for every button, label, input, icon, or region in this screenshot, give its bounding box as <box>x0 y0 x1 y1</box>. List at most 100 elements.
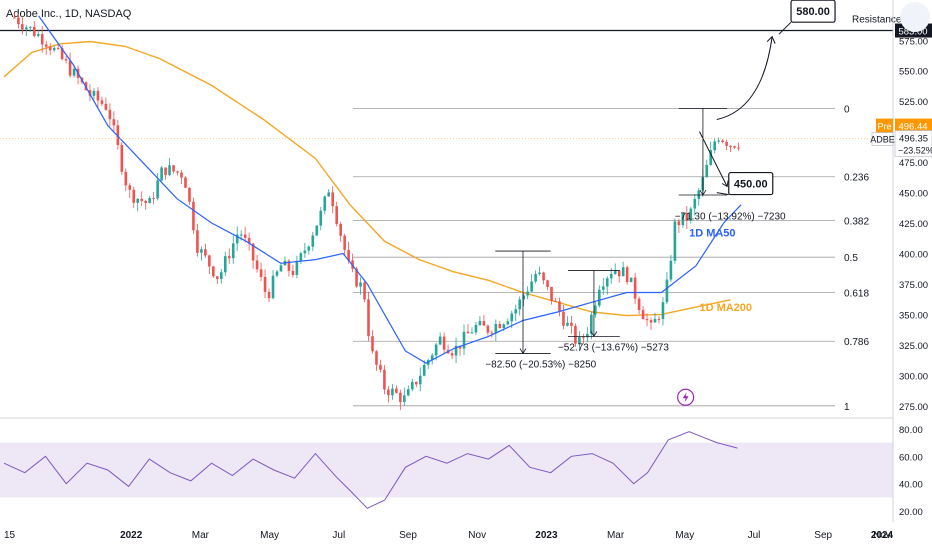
candle-body-179 <box>725 142 728 146</box>
candle-body-74 <box>307 246 311 251</box>
fib-levels: 0 0.236 0.382 0.5 0.618 0.786 1 <box>353 105 869 413</box>
price-tick-2: 525.00 <box>899 97 928 108</box>
last-value-text: 496.35 <box>899 134 928 145</box>
measure-arrow-1 <box>590 331 598 338</box>
candle-body-48 <box>204 249 207 256</box>
ma200-line <box>3 40 731 317</box>
price-tick-11: 300.00 <box>899 371 928 382</box>
measure-label-0: −82.50 (−20.53%) −8250 <box>485 359 596 370</box>
candle-body-136 <box>554 300 557 302</box>
ma-label-1: 1D MA200 <box>699 302 752 314</box>
fib-label-1: 0.236 <box>844 173 869 184</box>
candle-body-62 <box>259 269 263 277</box>
candle-body-129 <box>526 291 529 296</box>
rsi-tick-3: 20.00 <box>899 507 923 518</box>
candle-body-27 <box>120 144 124 172</box>
rsi-tick-1: 60.00 <box>899 452 923 463</box>
candle-body-31 <box>136 198 140 203</box>
candle-body-6 <box>36 34 40 36</box>
candle-body-99 <box>407 389 410 396</box>
candle-body-133 <box>542 272 545 281</box>
candle-body-81 <box>335 206 338 224</box>
candle-body-56 <box>235 234 239 244</box>
candle-body-79 <box>327 192 331 197</box>
candle-body-0 <box>13 17 16 19</box>
chart-title: Adobe Inc., 1D, NASDAQ <box>6 8 132 20</box>
candle-body-87 <box>359 282 362 287</box>
candle-body-95 <box>391 388 394 396</box>
candle-body-86 <box>355 268 358 287</box>
candle-body-132 <box>538 272 541 274</box>
resistance-label: Resistance <box>852 15 902 26</box>
rsi-tick-0: 80.00 <box>899 425 923 436</box>
time-tick-4: Jul <box>332 530 345 541</box>
candle-body-84 <box>347 249 350 261</box>
candle-body-121 <box>494 323 498 334</box>
candle-body-163 <box>661 302 665 320</box>
candle-body-7 <box>40 34 44 45</box>
candle-body-130 <box>530 281 533 292</box>
candle-body-77 <box>319 210 323 226</box>
candle-body-76 <box>315 225 319 236</box>
candle-body-92 <box>379 364 382 370</box>
candle-body-174 <box>705 164 709 178</box>
candle-body-69 <box>287 260 291 271</box>
candle-body-112 <box>458 345 462 349</box>
candle-body-122 <box>498 323 502 329</box>
candle-body-110 <box>450 353 454 356</box>
measure-arrow-2 <box>699 189 707 196</box>
candle-body-177 <box>717 140 720 142</box>
price-tick-9: 350.00 <box>899 310 928 321</box>
candle-body-61 <box>255 260 259 270</box>
price-tick-10: 325.00 <box>899 341 928 352</box>
candle-body-67 <box>279 265 283 272</box>
candle-body-116 <box>474 324 478 333</box>
candle-body-142 <box>578 337 581 344</box>
pre-value-box <box>895 118 932 133</box>
candle-body-32 <box>140 198 144 201</box>
flash-bolt <box>682 392 689 403</box>
candle-body-35 <box>152 198 155 200</box>
candle-body-78 <box>323 196 327 211</box>
candle-body-90 <box>371 336 374 352</box>
target-label-1: 450.00 <box>734 179 768 191</box>
candle-body-157 <box>637 298 641 311</box>
candle-body-178 <box>721 140 724 143</box>
candle-body-1 <box>17 17 20 25</box>
candle-body-91 <box>375 351 378 365</box>
logo-badge <box>900 2 930 32</box>
time-tick-8: Mar <box>607 530 625 541</box>
pre-tag-label: Pre <box>877 122 891 132</box>
time-tick-6: Nov <box>468 530 486 541</box>
target-pointer-0 <box>778 21 792 35</box>
candle-body-154 <box>625 267 629 283</box>
candle-body-162 <box>657 318 661 320</box>
candle-body-141 <box>574 325 577 344</box>
candle-body-28 <box>124 171 128 186</box>
candle-body-42 <box>180 172 183 178</box>
candle-body-19 <box>88 90 92 96</box>
time-tick-2: Mar <box>192 530 210 541</box>
candle-body-166 <box>673 221 677 261</box>
candle-body-40 <box>172 165 175 172</box>
candles[interactable] <box>13 12 740 410</box>
candle-body-170 <box>689 208 693 221</box>
candle-body-176 <box>713 141 716 151</box>
candle-body-126 <box>514 309 518 314</box>
flash-icon[interactable] <box>677 2 930 406</box>
pre-tag-box <box>876 118 893 133</box>
candle-body-75 <box>311 235 315 247</box>
candle-body-150 <box>609 273 613 279</box>
last-value-box <box>894 130 932 157</box>
candle-body-127 <box>518 299 522 310</box>
price-tick-4: 475.00 <box>899 158 928 169</box>
candle-body-47 <box>200 249 203 253</box>
candle-body-52 <box>219 272 223 279</box>
candle-body-39 <box>168 165 171 176</box>
target-callouts: 580.00 450.00 <box>699 0 836 196</box>
candle-body-118 <box>482 320 486 326</box>
candle-body-145 <box>590 314 593 334</box>
candle-body-55 <box>231 243 235 259</box>
candle-body-60 <box>251 243 255 261</box>
